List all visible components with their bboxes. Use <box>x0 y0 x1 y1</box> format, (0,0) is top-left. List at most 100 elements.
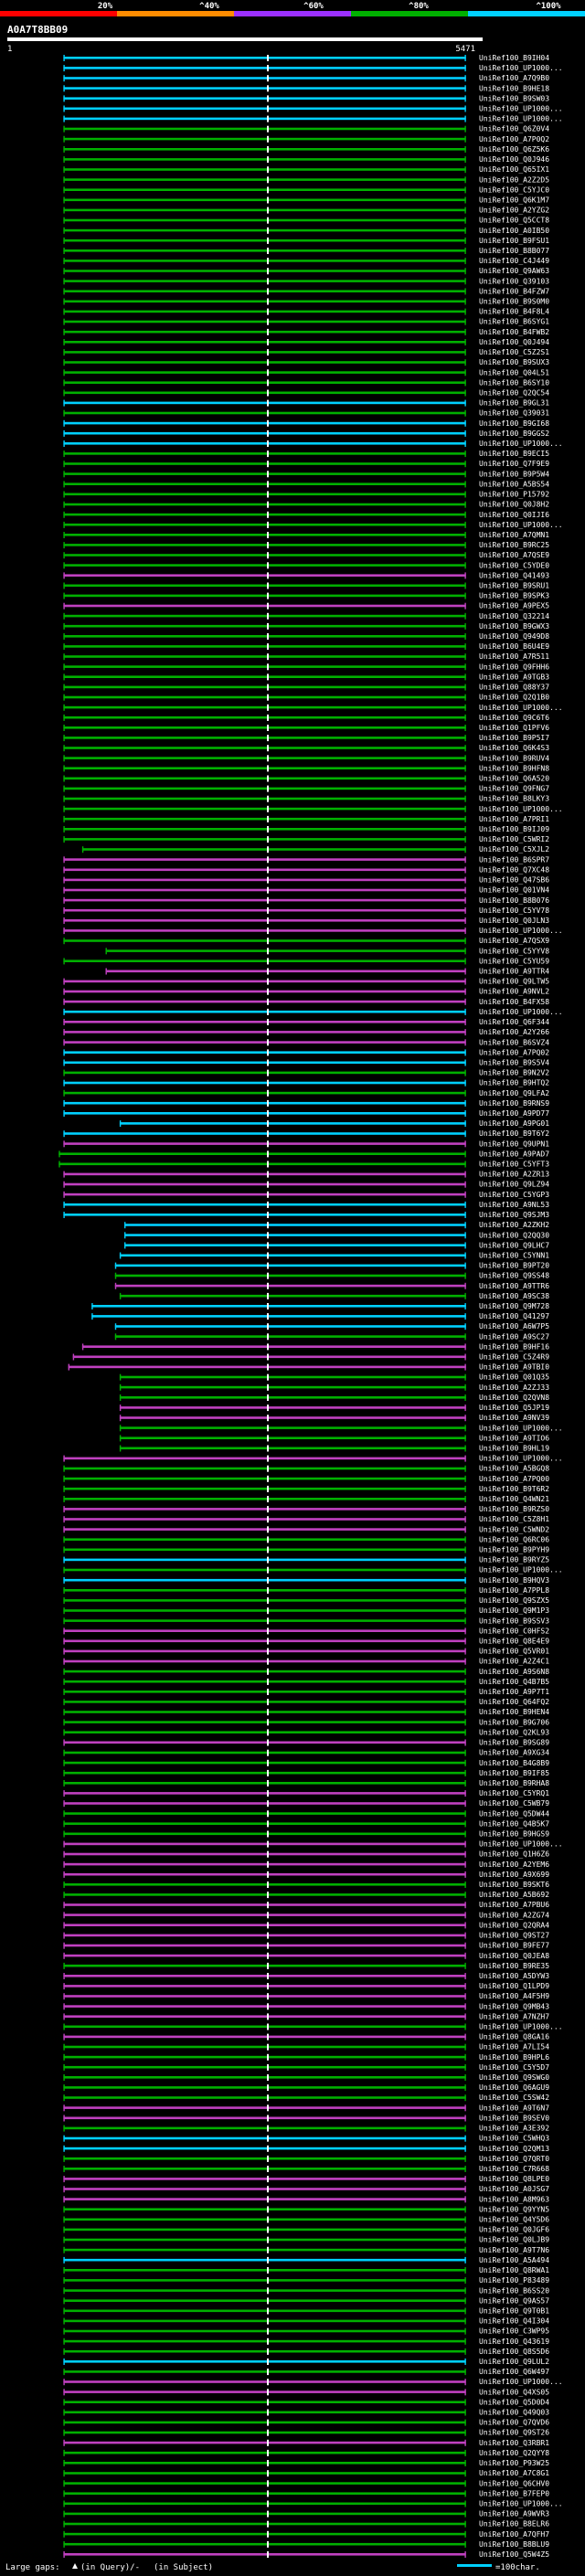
hit-label[interactable]: UniRef100_B7FEP0 <box>479 2489 549 2497</box>
hit-bar[interactable] <box>63 2462 466 2465</box>
hit-label[interactable]: UniRef100_B9RE35 <box>479 1962 549 1970</box>
hit-label[interactable]: UniRef100_A0IB50 <box>479 227 549 235</box>
hit-label[interactable]: UniRef100_Q1PFV6 <box>479 724 549 732</box>
hit-bar[interactable] <box>63 1731 466 1733</box>
hit-label[interactable]: UniRef100_Q49Q03 <box>479 2409 549 2417</box>
hit-bar[interactable] <box>114 1335 466 1338</box>
hit-bar[interactable] <box>63 635 466 638</box>
hit-label[interactable]: UniRef100_Q2QVN8 <box>479 1394 549 1402</box>
hit-bar[interactable] <box>63 1193 466 1196</box>
hit-bar[interactable] <box>63 1061 466 1065</box>
hit-bar[interactable] <box>63 2401 466 2403</box>
hit-bar[interactable] <box>63 1924 466 1926</box>
hit-label[interactable]: UniRef100_UP1000... <box>479 704 563 712</box>
hit-label[interactable]: UniRef100_Q949D8 <box>479 632 549 641</box>
hit-label[interactable]: UniRef100_B8LKY3 <box>479 795 549 803</box>
hit-bar[interactable] <box>63 178 466 181</box>
hit-bar[interactable] <box>63 594 466 598</box>
hit-label[interactable]: UniRef100_Q8GA16 <box>479 2033 549 2041</box>
hit-bar[interactable] <box>63 564 466 567</box>
hit-label[interactable]: UniRef100_B9IF85 <box>479 1769 549 1777</box>
hit-label[interactable]: UniRef100_UP1000... <box>479 2378 563 2386</box>
hit-label[interactable]: UniRef100_Q04L51 <box>479 368 549 376</box>
hit-bar[interactable] <box>63 1477 466 1480</box>
hit-bar[interactable] <box>63 2157 466 2160</box>
hit-bar[interactable] <box>63 2390 466 2393</box>
hit-label[interactable]: UniRef100_A2Y266 <box>479 1028 549 1036</box>
hit-label[interactable]: UniRef100_Q1H6Z6 <box>479 1850 549 1859</box>
hit-bar[interactable] <box>63 584 466 588</box>
hit-label[interactable]: UniRef100_B9PT20 <box>479 1262 549 1270</box>
hit-bar[interactable] <box>124 1234 466 1236</box>
hit-bar[interactable] <box>63 2451 466 2454</box>
hit-bar[interactable] <box>63 351 466 354</box>
hit-bar[interactable] <box>81 848 466 851</box>
hit-label[interactable]: UniRef100_A8M963 <box>479 2195 549 2203</box>
hit-bar[interactable] <box>63 1751 466 1754</box>
hit-label[interactable]: UniRef100_B8B076 <box>479 896 549 905</box>
hit-bar[interactable] <box>63 1913 466 1916</box>
hit-label[interactable]: UniRef100_A7LI54 <box>479 2043 549 2051</box>
hit-label[interactable]: UniRef100_C5YV78 <box>479 906 549 915</box>
hit-bar[interactable] <box>63 361 466 364</box>
hit-label[interactable]: UniRef100_A2Z4C1 <box>479 1658 549 1666</box>
hit-label[interactable]: UniRef100_Q9UPN1 <box>479 1140 549 1148</box>
hit-bar[interactable] <box>119 1426 466 1429</box>
hit-label[interactable]: UniRef100_A7P0Q2 <box>479 135 549 143</box>
hit-bar[interactable] <box>119 1254 466 1257</box>
hit-label[interactable]: UniRef100_B9FE77 <box>479 1942 549 1950</box>
hit-bar[interactable] <box>63 2492 466 2495</box>
hit-label[interactable]: UniRef100_Q9ST26 <box>479 2429 549 2437</box>
hit-bar[interactable] <box>63 1812 466 1815</box>
hit-bar[interactable] <box>105 949 466 952</box>
hit-label[interactable]: UniRef100_A5B692 <box>479 1891 549 1899</box>
hit-bar[interactable] <box>63 158 466 161</box>
hit-label[interactable]: UniRef100_A7PBU6 <box>479 1901 549 1909</box>
hit-bar[interactable] <box>114 1325 466 1328</box>
hit-label[interactable]: UniRef100_Q9MB43 <box>479 2002 549 2010</box>
hit-bar[interactable] <box>63 1010 466 1013</box>
hit-bar[interactable] <box>124 1224 466 1226</box>
hit-bar[interactable] <box>91 1315 466 1318</box>
hit-label[interactable]: UniRef100_Q2Q1B0 <box>479 694 549 702</box>
hit-bar[interactable] <box>63 1659 466 1663</box>
hit-label[interactable]: UniRef100_B9HQV3 <box>479 1576 549 1585</box>
hit-bar[interactable] <box>63 513 466 516</box>
hit-label[interactable]: UniRef100_A9NV39 <box>479 1414 549 1422</box>
hit-label[interactable]: UniRef100_B4F8L4 <box>479 308 549 316</box>
hit-bar[interactable] <box>63 2116 466 2120</box>
hit-bar[interactable] <box>63 2126 466 2130</box>
hit-bar[interactable] <box>63 685 466 689</box>
hit-bar[interactable] <box>63 2188 466 2190</box>
hit-label[interactable]: UniRef100_Q9LZ94 <box>479 1181 549 1189</box>
hit-bar[interactable] <box>63 2553 466 2556</box>
hit-bar[interactable] <box>63 421 466 425</box>
hit-bar[interactable] <box>63 908 466 912</box>
hit-bar[interactable] <box>63 1021 466 1023</box>
hit-bar[interactable] <box>63 1792 466 1795</box>
hit-label[interactable]: UniRef100_B6SVZ4 <box>479 1038 549 1046</box>
hit-bar[interactable] <box>63 2147 466 2150</box>
hit-label[interactable]: UniRef100_C5WB79 <box>479 1799 549 1807</box>
hit-label[interactable]: UniRef100_Q9YYN5 <box>479 2205 549 2213</box>
hit-label[interactable]: UniRef100_B9RZS0 <box>479 1505 549 1513</box>
hit-bar[interactable] <box>63 1903 466 1906</box>
hit-bar[interactable] <box>63 1995 466 1998</box>
hit-label[interactable]: UniRef100_A9TGB3 <box>479 673 549 681</box>
hit-label[interactable]: UniRef100_Q5D0D4 <box>479 2398 549 2406</box>
hit-bar[interactable] <box>63 2319 466 2323</box>
hit-label[interactable]: UniRef100_Q9FHH6 <box>479 663 549 671</box>
hit-bar[interactable] <box>63 1782 466 1785</box>
hit-bar[interactable] <box>119 1416 466 1419</box>
hit-bar[interactable] <box>63 2482 466 2485</box>
hit-bar[interactable] <box>119 1436 466 1439</box>
hit-bar[interactable] <box>63 1822 466 1825</box>
hit-bar[interactable] <box>63 2441 466 2444</box>
hit-bar[interactable] <box>63 1883 466 1886</box>
hit-label[interactable]: UniRef100_A2ZG74 <box>479 1911 549 1919</box>
hit-label[interactable]: UniRef100_C5Z4R9 <box>479 1353 549 1362</box>
hit-label[interactable]: UniRef100_UP1000... <box>479 927 563 935</box>
hit-label[interactable]: UniRef100_C5Z8H1 <box>479 1515 549 1523</box>
hit-label[interactable]: UniRef100_A9X699 <box>479 1871 549 1879</box>
hit-bar[interactable] <box>114 1284 466 1288</box>
